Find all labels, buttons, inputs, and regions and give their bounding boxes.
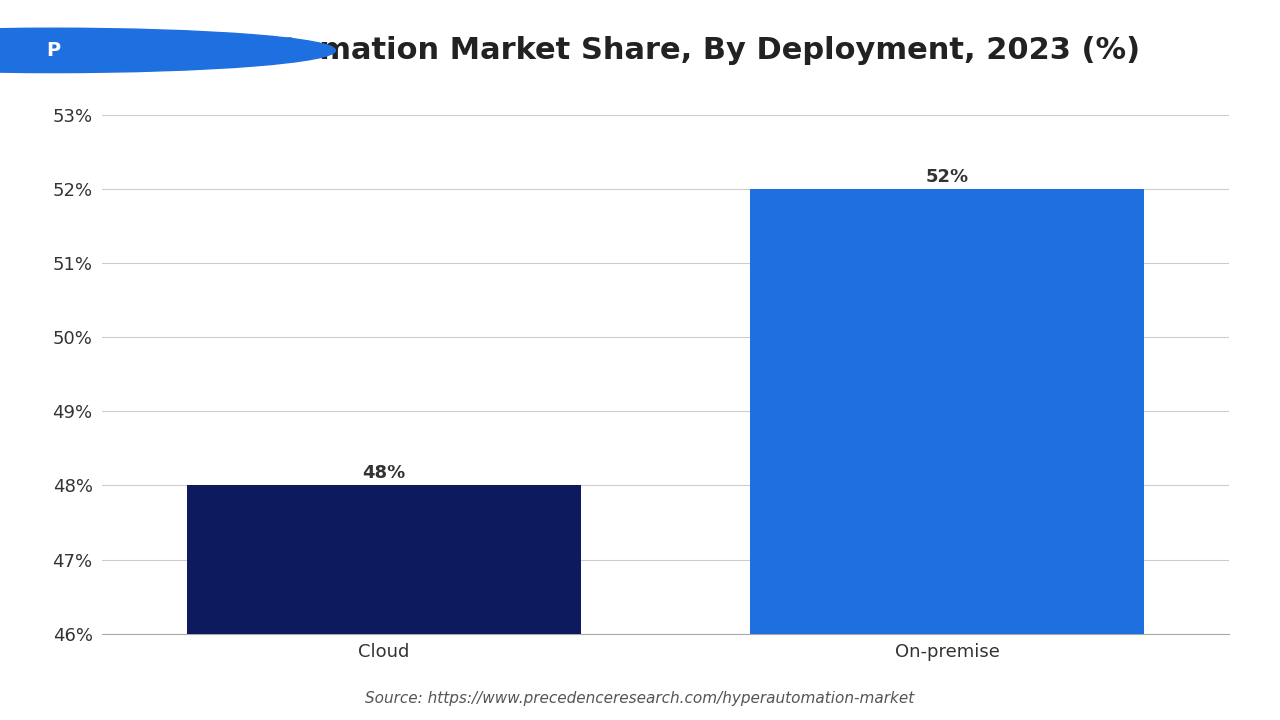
Circle shape	[0, 28, 335, 73]
Text: RESEARCH: RESEARCH	[65, 59, 140, 72]
Bar	[187, 485, 581, 720]
Text: 52%: 52%	[925, 168, 969, 186]
Text: 48%: 48%	[362, 464, 406, 482]
Text: Hyperautomation Market Share, By Deployment, 2023 (%): Hyperautomation Market Share, By Deploym…	[140, 36, 1140, 65]
Text: P: P	[46, 41, 61, 60]
Text: Source: https://www.precedenceresearch.com/hyperautomation-market: Source: https://www.precedenceresearch.c…	[365, 691, 915, 706]
Text: Precedence: Precedence	[52, 28, 152, 42]
Bar	[750, 189, 1144, 720]
